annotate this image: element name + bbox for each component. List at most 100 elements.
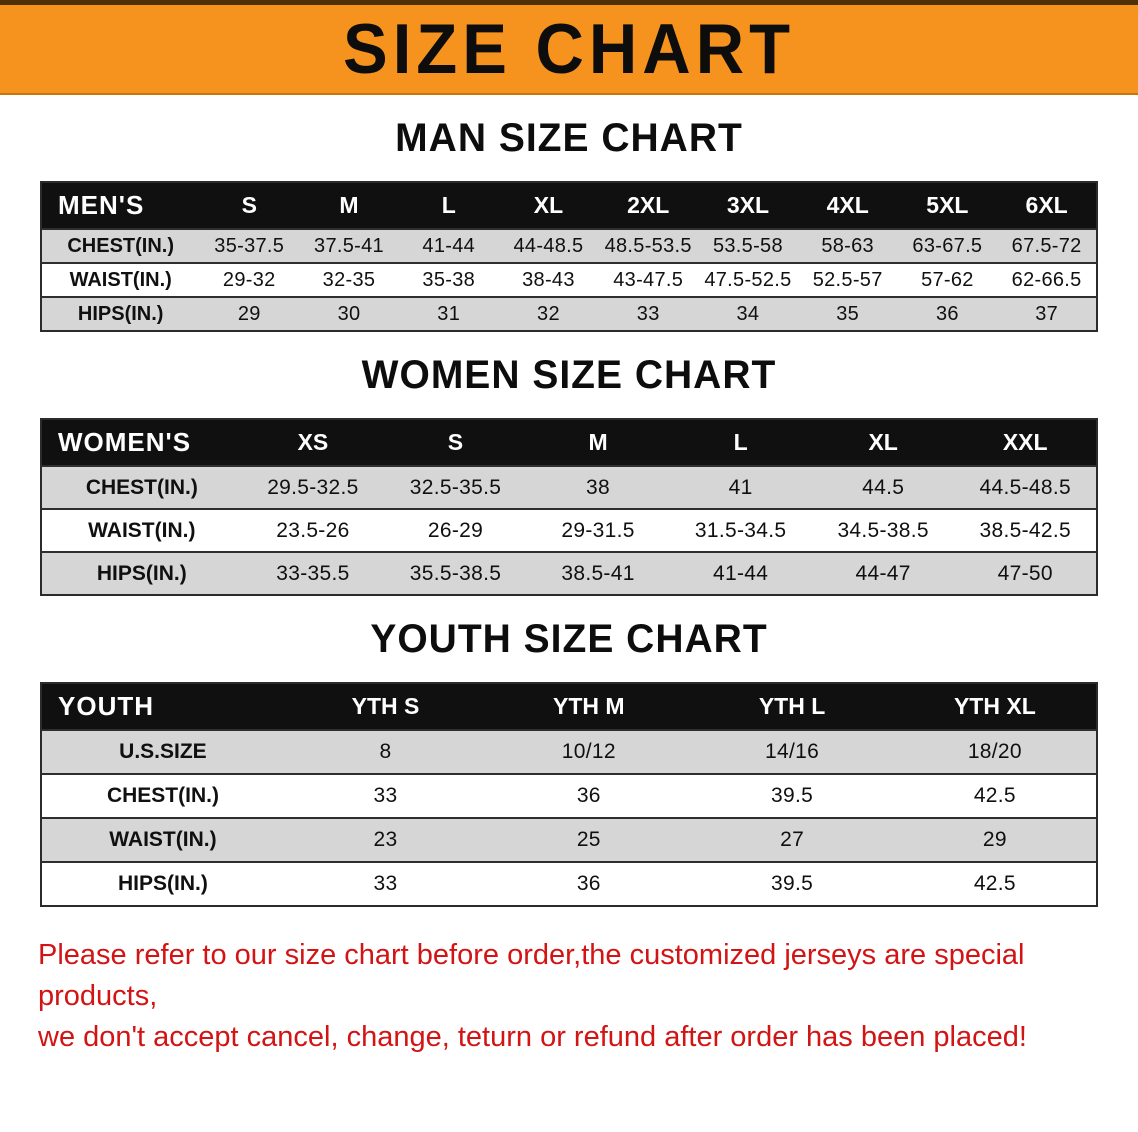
disclaimer: Please refer to our size chart before or…: [38, 935, 1100, 1059]
page-title: SIZE CHART: [343, 9, 795, 89]
row-label: CHEST(IN.): [106, 784, 219, 807]
size-value-cell: 67.5-72: [1011, 234, 1082, 257]
size-value-cell: 26-29: [427, 518, 484, 542]
table-body: CHEST(IN.) 35-37.5 37.5-41 41-44 44-48.5 48.5…: [41, 229, 1097, 331]
size-value-cell: 44-48.5: [513, 234, 584, 257]
size-value-cell: 62-66.5: [1011, 268, 1082, 291]
size-column-header: XS: [241, 419, 385, 466]
size-value-cell: 29: [237, 302, 261, 325]
size-value-cell: 29.5-32.5: [267, 475, 359, 499]
table-row: HIPS(IN.) 33 36 39.5 42.5: [41, 862, 1097, 906]
size-value-cell: 36: [935, 302, 959, 325]
size-column-header: YTH S: [283, 683, 488, 730]
sections-container: MAN SIZE CHART MEN'S S M L XL 2XL 3XL 4XL 5XL 6XL…: [0, 117, 1138, 907]
size-value-cell: 44-47: [855, 561, 911, 585]
size-column-header: 2XL: [598, 182, 699, 229]
table-title-cell: MEN'S: [41, 182, 200, 229]
size-value-cell: 35: [836, 302, 860, 325]
size-value-cell: 36: [576, 872, 601, 895]
size-value-cell: 29-32: [222, 268, 276, 291]
row-label: CHEST(IN.): [67, 234, 175, 257]
size-value-cell: 29: [982, 828, 1007, 851]
size-value-cell: 39.5: [771, 784, 814, 807]
table-row: WAIST(IN.) 29-32 32-35 35-38 38-43 43-47.5 47.…: [41, 263, 1097, 297]
row-label: U.S.SIZE: [119, 740, 207, 763]
row-label: WAIST(IN.): [88, 518, 196, 542]
size-value-cell: 41: [728, 475, 753, 499]
size-value-cell: 35.5-38.5: [409, 561, 502, 585]
size-column-header: YTH M: [487, 683, 691, 730]
table-header-row: WOMEN'S XS S M L XL XXL: [41, 419, 1097, 466]
table-title-cell: WOMEN'S: [41, 419, 242, 466]
table-header-row: MEN'S S M L XL 2XL 3XL 4XL 5XL 6XL: [41, 182, 1097, 229]
banner: SIZE CHART: [0, 0, 1138, 95]
size-column-header: YTH XL: [893, 683, 1097, 730]
table-header-row: YOUTH YTH S YTH M YTH L YTH XL: [41, 683, 1097, 730]
size-value-cell: 41-44: [422, 234, 476, 257]
row-label: HIPS(IN.): [77, 302, 164, 325]
size-value-cell: 31.5-34.5: [694, 518, 787, 542]
table-body: CHEST(IN.) 29.5-32.5 32.5-35.5 38 41 44.5 44.5…: [41, 466, 1097, 595]
size-table: YOUTH YTH S YTH M YTH L YTH XL U.S.SIZE 8 10/1…: [40, 682, 1098, 907]
size-chart-page: SIZE CHART MAN SIZE CHART MEN'S S M L XL 2XL 3…: [0, 0, 1138, 1059]
size-column-header: XL: [498, 182, 599, 229]
size-value-cell: 39.5: [771, 872, 814, 895]
size-value-cell: 25: [576, 828, 601, 851]
size-value-cell: 44.5: [862, 475, 905, 499]
table-row: CHEST(IN.) 29.5-32.5 32.5-35.5 38 41 44.5 44.5…: [41, 466, 1097, 509]
size-value-cell: 23.5-26: [276, 518, 350, 542]
size-column-header: L: [669, 419, 812, 466]
size-value-cell: 38-43: [522, 268, 575, 291]
size-value-cell: 23: [373, 828, 398, 851]
size-value-cell: 34.5-38.5: [837, 518, 929, 542]
size-value-cell: 57-62: [921, 268, 974, 291]
size-value-cell: 33: [373, 784, 398, 807]
size-value-cell: 52.5-57: [812, 268, 883, 291]
size-chart-section: WOMEN SIZE CHART WOMEN'S XS S M L XL XXL CHEST…: [0, 354, 1138, 596]
size-value-cell: 33-35.5: [276, 561, 350, 585]
size-value-cell: 47.5-52.5: [704, 268, 792, 291]
size-value-cell: 63-67.5: [912, 234, 983, 257]
size-value-cell: 35-37.5: [214, 234, 285, 257]
size-value-cell: 33: [636, 302, 660, 325]
size-table: WOMEN'S XS S M L XL XXL CHEST(IN.) 29.5-32.5 32.…: [40, 418, 1098, 596]
table-row: HIPS(IN.) 29 30 31 32 33 34 35 36 37: [41, 297, 1097, 331]
table-row: WAIST(IN.) 23 25 27 29: [41, 818, 1097, 862]
size-value-cell: 53.5-58: [712, 234, 783, 257]
size-column-header: 4XL: [797, 182, 898, 229]
size-value-cell: 41-44: [712, 561, 769, 585]
size-value-cell: 33: [373, 872, 398, 895]
size-value-cell: 10/12: [561, 740, 616, 763]
row-label: CHEST(IN.): [85, 475, 198, 499]
row-label: WAIST(IN.): [109, 828, 217, 851]
size-value-cell: 36: [576, 784, 601, 807]
size-value-cell: 38: [586, 475, 611, 499]
size-value-cell: 32: [537, 302, 560, 325]
table-row: WAIST(IN.) 23.5-26 26-29 29-31.5 31.5-34.5 34…: [41, 509, 1097, 552]
disclaimer-line-2: we don't accept cancel, change, teturn o…: [38, 1021, 1027, 1054]
size-chart-section: YOUTH SIZE CHART YOUTH YTH S YTH M YTH L YTH…: [0, 618, 1138, 907]
size-value-cell: 34: [736, 302, 760, 325]
size-column-header: XL: [811, 419, 955, 466]
size-value-cell: 32-35: [322, 268, 376, 291]
size-column-header: 5XL: [897, 182, 998, 229]
size-value-cell: 37: [1035, 302, 1059, 325]
size-value-cell: 30: [337, 302, 361, 325]
size-value-cell: 42.5: [973, 784, 1016, 807]
table-row: CHEST(IN.) 35-37.5 37.5-41 41-44 44-48.5 48.5…: [41, 229, 1097, 263]
size-value-cell: 42.5: [973, 872, 1016, 895]
size-value-cell: 18/20: [967, 740, 1022, 763]
row-label: HIPS(IN.): [118, 872, 208, 895]
size-column-header: YTH L: [690, 683, 894, 730]
section-heading: WOMEN SIZE CHART: [361, 353, 777, 398]
size-column-header: XXL: [954, 419, 1097, 466]
table-row: CHEST(IN.) 33 36 39.5 42.5: [41, 774, 1097, 818]
size-column-header: L: [398, 182, 499, 229]
size-column-header: S: [384, 419, 527, 466]
size-value-cell: 29-31.5: [561, 518, 635, 542]
size-column-header: 6XL: [997, 182, 1097, 229]
size-column-header: M: [526, 419, 670, 466]
table-row: U.S.SIZE 8 10/12 14/16 18/20: [41, 730, 1097, 774]
size-value-cell: 14/16: [765, 740, 820, 763]
row-label: WAIST(IN.): [69, 268, 172, 291]
